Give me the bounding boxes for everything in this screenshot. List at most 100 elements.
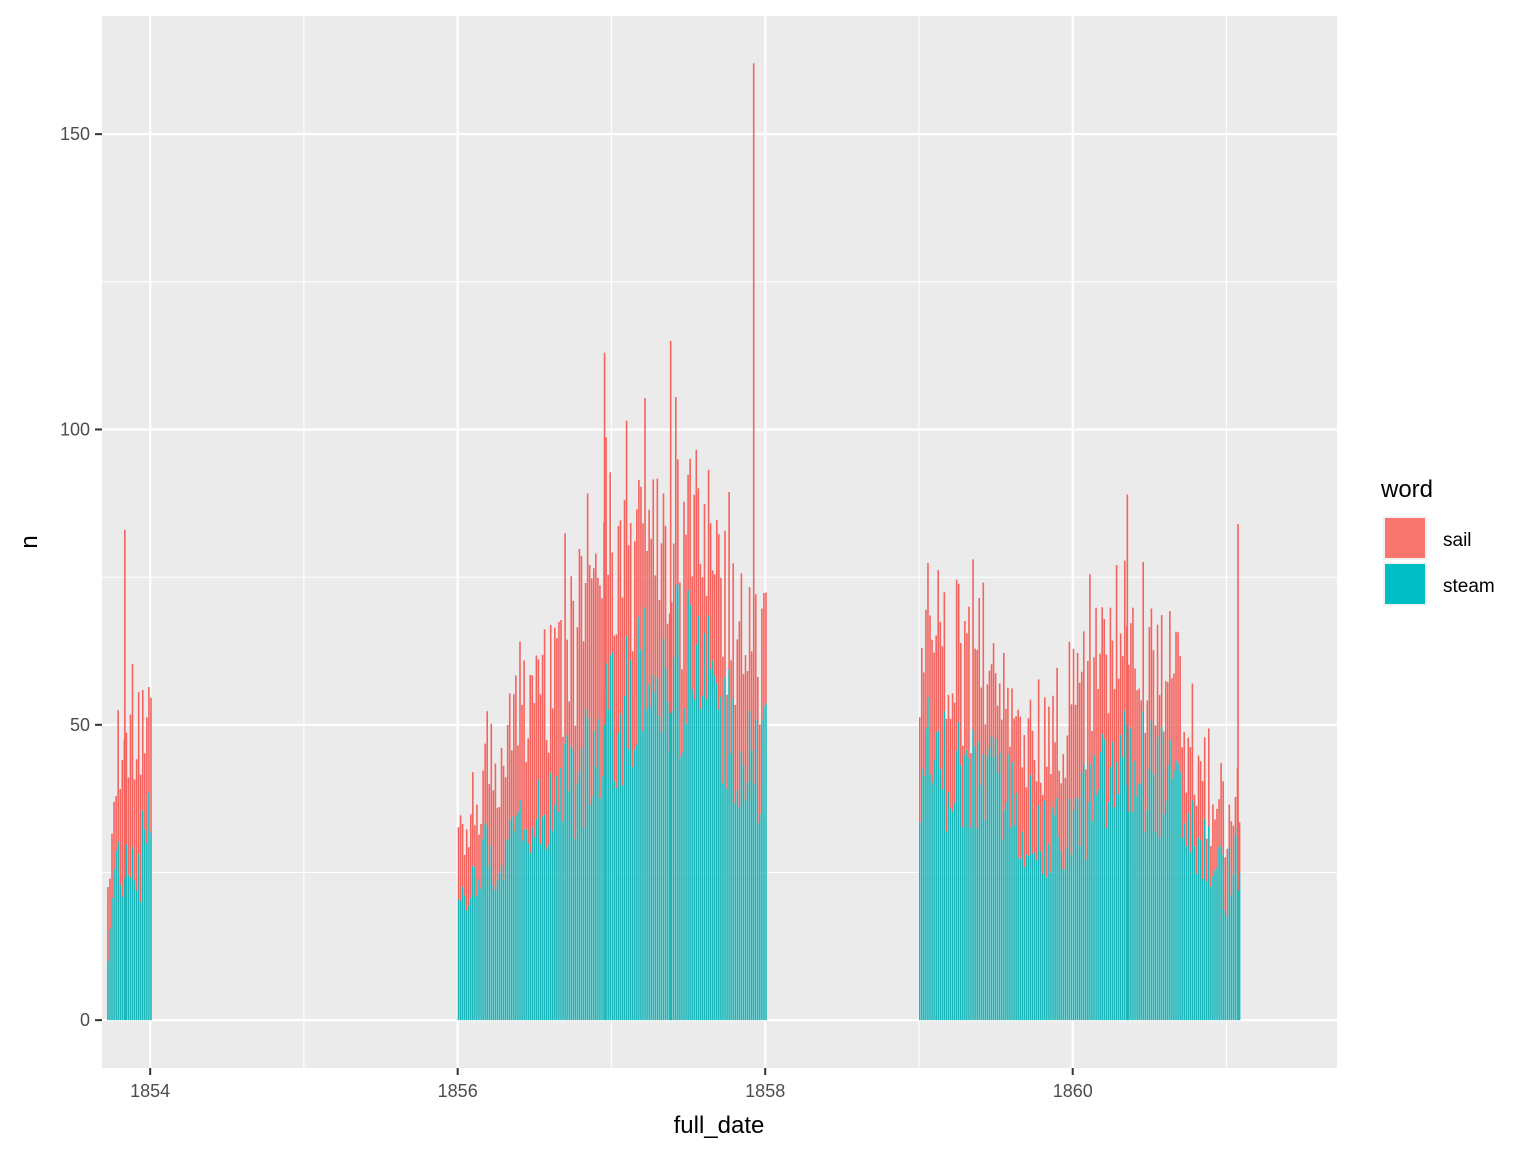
bar-steam [1132,812,1134,1021]
bar-sail [597,577,599,719]
bar-steam [1035,859,1038,1021]
bar-steam [111,897,113,1021]
bar-sail [1203,737,1206,819]
bar-sail [718,534,720,710]
bar-sail [646,551,648,710]
y-tick-label: 150 [60,124,90,144]
bar-steam [1218,847,1220,1021]
bar-sail [918,717,921,823]
bar-steam [754,719,757,1021]
bar-sail [761,608,763,721]
bar-sail [478,834,480,880]
bar-steam [941,789,944,1021]
bar-steam [115,850,117,1021]
bar-steam [642,730,644,1021]
bar-sail [740,573,743,752]
bar-steam [1146,810,1149,1021]
bar-sail [1123,560,1126,711]
bar-sail [629,522,632,660]
bar-sail [1044,697,1046,801]
bar-steam [640,649,642,1021]
bar-sail [476,804,478,897]
bar-sail [1148,627,1151,770]
bar-sail [566,639,568,735]
bar-steam [1173,770,1175,1021]
bar-steam [633,749,636,1021]
bar-sail [1000,719,1003,840]
bar-steam [644,607,646,1021]
bar-sail [1080,671,1083,774]
bar-steam [951,811,954,1021]
bar-sail [1142,561,1145,712]
bar-steam [502,879,505,1021]
bar-steam [711,660,714,1021]
bar-steam [1046,876,1048,1021]
bar-sail [139,774,142,902]
bar-steam [1185,846,1188,1021]
bar-sail [974,648,976,747]
bar-sail [744,655,747,801]
bar-sail [1023,735,1026,867]
bar-steam [519,800,521,1021]
bar-steam [533,837,536,1021]
bar-steam [1142,711,1145,1021]
bar-sail [1089,574,1091,764]
bar-sail [141,690,144,811]
bar-steam [724,677,726,1021]
bar-steam [1136,796,1138,1021]
bar-sail [609,472,611,656]
bar-steam [490,845,493,1021]
bar-steam [603,724,606,1021]
bar-sail [1156,624,1159,737]
bar-steam [556,775,558,1021]
bar-sail [1216,808,1218,869]
bar-steam [1091,820,1093,1021]
bar-sail [1175,631,1177,761]
bar-sail [554,627,556,806]
bar-sail [457,827,460,899]
bar-sail [1128,664,1130,812]
bar-sail [558,621,560,812]
bar-sail [107,887,109,961]
bar-sail [1136,690,1138,797]
bar-steam [129,877,132,1021]
bar-sail [582,641,585,828]
bar-steam [939,768,942,1021]
bar-sail [699,563,702,710]
bar-sail [603,352,606,725]
bar-sail [1158,694,1161,838]
bar-sail [986,684,989,756]
bar-steam [949,807,952,1021]
bar-sail [656,478,659,678]
bar-steam [1076,797,1079,1021]
bar-steam [1109,767,1112,1021]
bar-sail [135,759,138,891]
bar-sail [1048,706,1050,844]
bar-steam [1171,778,1173,1021]
bar-sail [1228,804,1231,848]
bar-steam [1074,798,1077,1021]
bar-sail [137,692,140,854]
bar-steam [1017,857,1019,1021]
bar-sail [623,500,626,697]
bar-sail [1007,687,1009,755]
bar-steam [513,831,515,1021]
bar-steam [619,713,622,1021]
bar-sail [1238,822,1241,873]
bar-sail [1035,781,1038,860]
bar-sail [638,480,640,617]
bar-sail [966,633,968,750]
bar-sail [1033,760,1036,853]
bar-sail [685,534,687,724]
bar-sail [681,669,683,753]
bar-steam [549,772,552,1021]
bar-steam [1152,773,1155,1021]
bar-steam [982,754,985,1021]
bar-steam [957,721,960,1021]
bar-steam [1066,848,1069,1021]
bar-steam [611,652,614,1021]
bar-sail [644,398,646,608]
bar-steam [127,874,130,1021]
bar-sail [467,847,470,906]
x-tick-label: 1854 [130,1081,170,1101]
